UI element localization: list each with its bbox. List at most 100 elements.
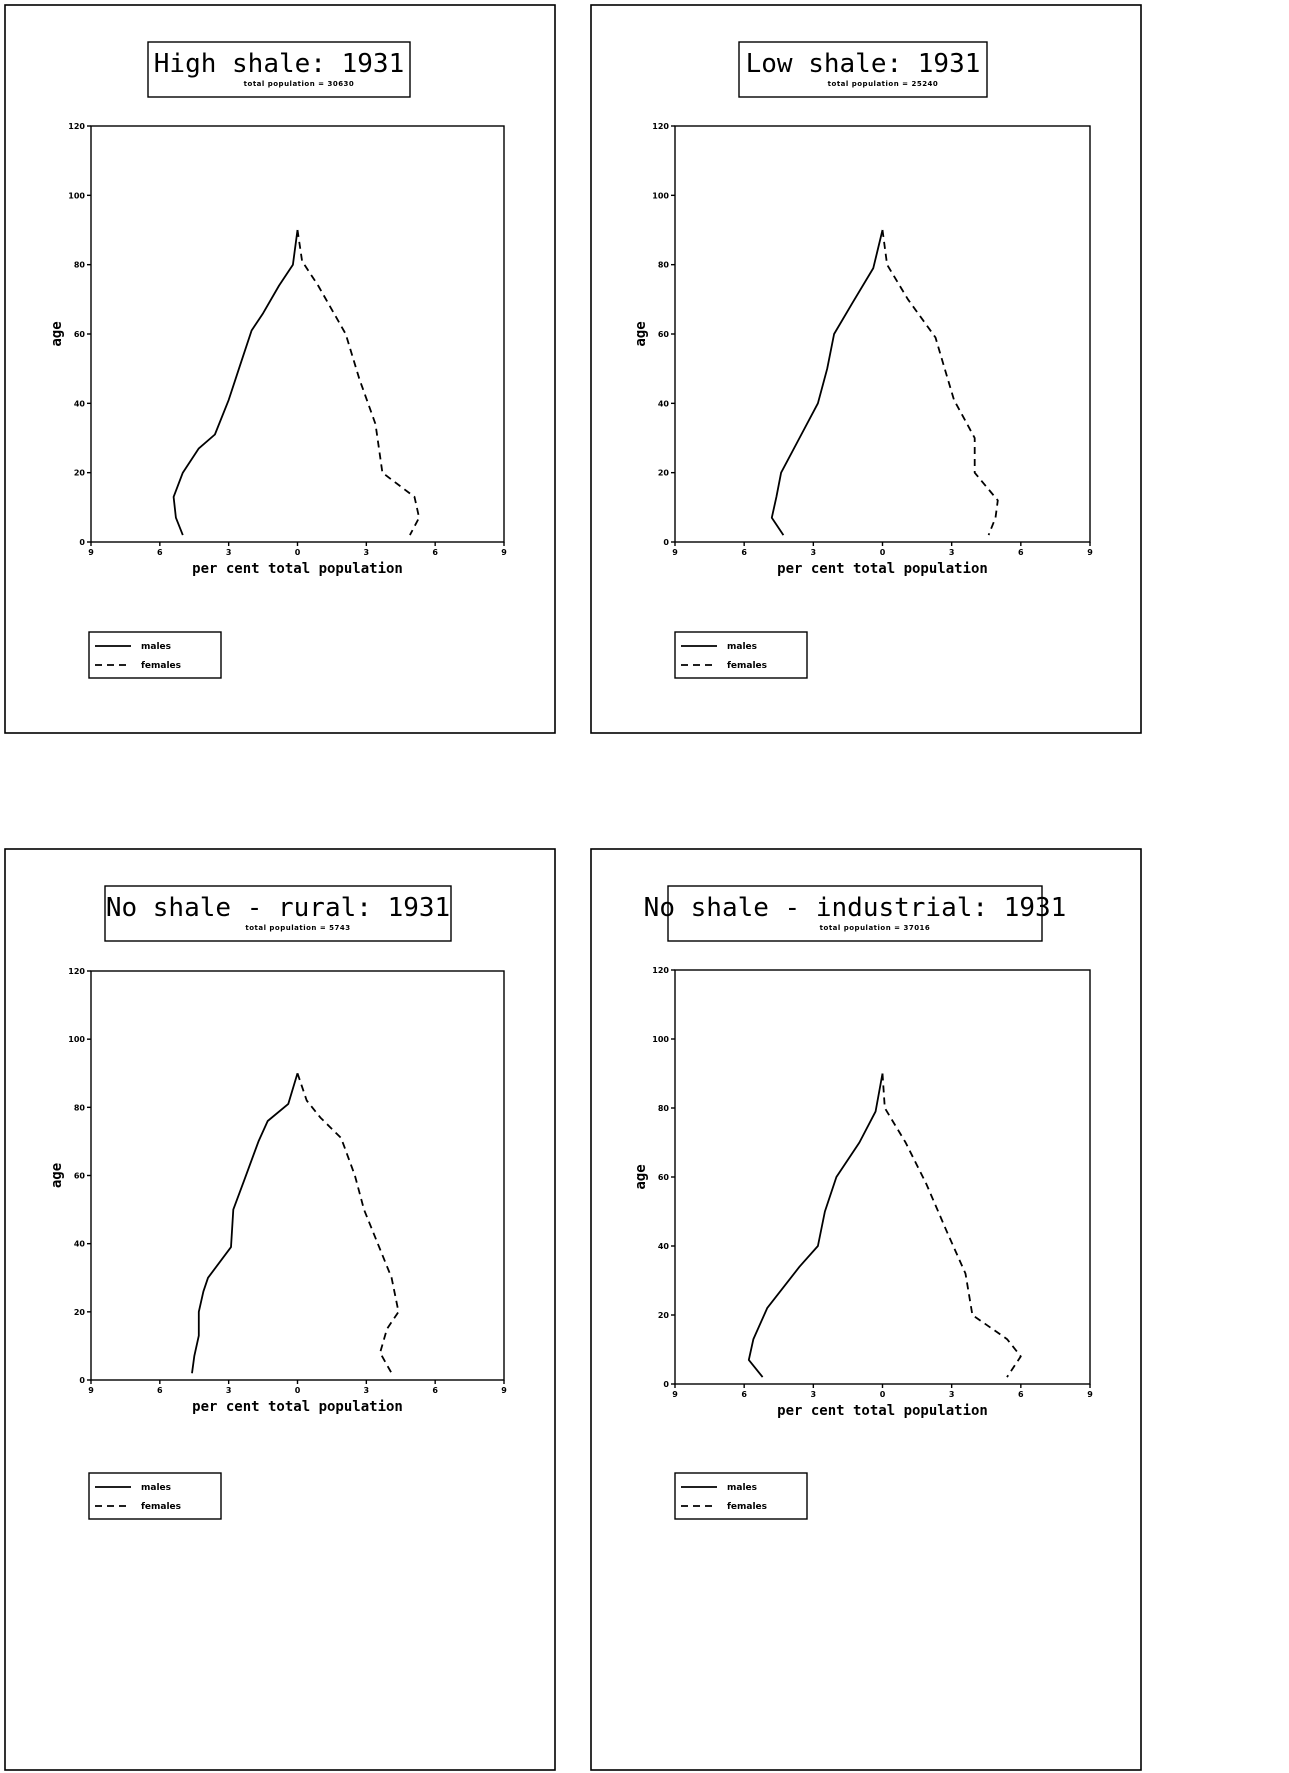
chart-title: No shale - industrial: 1931: [644, 893, 1067, 923]
chart-subtitle: total population = 37016: [820, 924, 931, 932]
y-tick-label: 20: [658, 469, 670, 478]
series-line-males: [770, 229, 884, 536]
series-line-males: [191, 1073, 299, 1374]
title-box: [104, 885, 452, 942]
x-tick-label: 6: [432, 548, 438, 557]
legend-box: [674, 631, 808, 679]
y-tick-label: 60: [74, 1172, 86, 1181]
x-tick-label: 3: [949, 548, 955, 557]
x-tick-label: 9: [672, 1390, 678, 1399]
legend-label-males: males: [727, 642, 757, 652]
y-tick-label: 80: [74, 1103, 86, 1112]
x-tick-label: 6: [1018, 548, 1024, 557]
y-tick-label: 80: [74, 261, 86, 270]
y-tick-label: 40: [658, 1242, 670, 1251]
legend-label-females: females: [141, 1502, 181, 1512]
series-line-males: [747, 1073, 884, 1378]
chart-title: High shale: 1931: [154, 49, 404, 79]
x-tick-label: 0: [295, 548, 301, 557]
x-tick-label: 3: [226, 1386, 232, 1395]
y-tick-label: 60: [74, 330, 86, 339]
x-tick-label: 3: [949, 1390, 955, 1399]
x-tick-label: 6: [157, 1386, 163, 1395]
x-tick-label: 0: [880, 1390, 886, 1399]
y-axis-label: age: [49, 1163, 65, 1188]
x-tick-label: 9: [88, 1386, 94, 1395]
chart-panel-no-shale-rural: No shale - rural: 1931 total population =…: [4, 848, 556, 1771]
y-tick-label: 120: [68, 122, 85, 131]
x-tick-label: 3: [226, 548, 232, 557]
y-tick-label: 0: [79, 1376, 85, 1385]
chart-title: Low shale: 1931: [746, 49, 981, 79]
y-axis-label: age: [633, 1164, 649, 1189]
x-tick-label: 3: [364, 548, 370, 557]
plot-area: [674, 969, 1091, 1385]
legend-label-males: males: [727, 1483, 757, 1493]
y-tick-label: 120: [652, 122, 669, 131]
chart-title: No shale - rural: 1931: [106, 893, 450, 923]
plot-area: [90, 125, 505, 543]
y-tick-label: 80: [658, 1104, 670, 1113]
panel-frame: [4, 848, 556, 1771]
title-box: [147, 41, 411, 98]
legend-box: [674, 1472, 808, 1520]
y-tick-label: 120: [652, 966, 669, 975]
y-axis-label: age: [633, 321, 649, 346]
y-tick-label: 0: [663, 1380, 669, 1389]
chart-subtitle: total population = 30630: [244, 80, 355, 88]
x-tick-label: 6: [741, 548, 747, 557]
y-tick-label: 40: [658, 399, 670, 408]
chart-subtitle: total population = 25240: [828, 80, 939, 88]
panel-frame: [590, 4, 1142, 734]
chart-panel-no-shale-industrial: No shale - industrial: 1931 total populat…: [590, 848, 1142, 1771]
y-tick-label: 100: [652, 1035, 669, 1044]
panel-frame: [590, 848, 1142, 1771]
y-tick-label: 0: [663, 538, 669, 547]
x-tick-label: 3: [364, 1386, 370, 1395]
x-tick-label: 9: [88, 548, 94, 557]
x-tick-label: 6: [432, 1386, 438, 1395]
x-tick-label: 6: [157, 548, 163, 557]
y-tick-label: 60: [658, 1173, 670, 1182]
y-tick-label: 100: [652, 191, 669, 200]
x-tick-label: 3: [811, 548, 817, 557]
legend-label-males: males: [141, 1483, 171, 1493]
legend-box: [88, 631, 222, 679]
chart-panel-low-shale: Low shale: 1931 total population = 25240 0…: [590, 4, 1142, 734]
y-tick-label: 0: [79, 538, 85, 547]
y-tick-label: 60: [658, 330, 670, 339]
plot-area: [90, 970, 505, 1381]
y-tick-label: 20: [658, 1311, 670, 1320]
x-axis-label: per cent total population: [777, 561, 988, 577]
x-tick-label: 0: [295, 1386, 301, 1395]
series-line-females: [881, 1073, 1022, 1378]
y-tick-label: 40: [74, 1240, 86, 1249]
x-tick-label: 0: [880, 548, 886, 557]
x-tick-label: 9: [672, 548, 678, 557]
title-box: [738, 41, 988, 98]
y-tick-label: 100: [68, 191, 85, 200]
y-tick-label: 40: [74, 399, 86, 408]
x-tick-label: 6: [1018, 1390, 1024, 1399]
series-line-males: [172, 229, 299, 536]
y-axis-label: age: [49, 321, 65, 346]
x-tick-label: 6: [741, 1390, 747, 1399]
x-axis-label: per cent total population: [192, 561, 403, 577]
x-tick-label: 9: [1087, 548, 1093, 557]
x-tick-label: 9: [501, 1386, 507, 1395]
plot-area: [674, 125, 1091, 543]
panel-frame: [4, 4, 556, 734]
x-tick-label: 9: [501, 548, 507, 557]
y-tick-label: 100: [68, 1035, 85, 1044]
series-line-females: [296, 1073, 400, 1374]
y-tick-label: 20: [74, 469, 86, 478]
x-axis-label: per cent total population: [192, 1399, 403, 1415]
legend-label-females: females: [141, 661, 181, 671]
title-box: [667, 885, 1043, 942]
chart-panel-high-shale: High shale: 1931 total population = 30630…: [4, 4, 556, 734]
series-line-females: [296, 229, 420, 536]
